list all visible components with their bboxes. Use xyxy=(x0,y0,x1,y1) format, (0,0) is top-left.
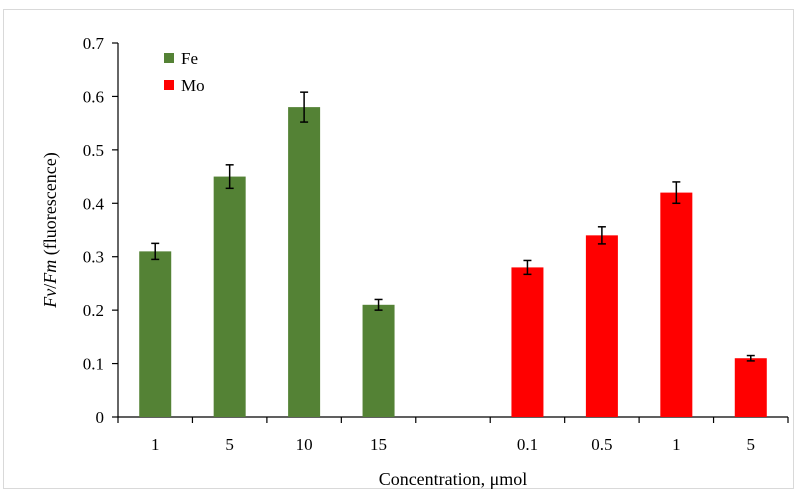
bar-mo-5 xyxy=(734,358,767,417)
y-axis-title-part: (fluorescence) xyxy=(40,152,61,259)
y-tick-label: 0.4 xyxy=(83,194,105,213)
legend-swatch-mo xyxy=(164,80,174,90)
y-tick-label: 0.3 xyxy=(83,248,104,267)
y-axis-title-part: / xyxy=(40,284,60,289)
error-bar xyxy=(523,259,532,276)
y-axis-title-part: Fm xyxy=(40,260,60,285)
y-tick-label: 0.1 xyxy=(83,355,104,374)
error-bars xyxy=(151,91,755,362)
y-tick-label: 0.6 xyxy=(83,87,104,106)
x-ticks: 1 5 10 15 0.1 0.5 1 5 xyxy=(117,417,789,454)
y-tick-label: 0.5 xyxy=(83,141,104,160)
x-tick-label: 10 xyxy=(296,435,313,454)
bar-fe-10 xyxy=(288,107,321,417)
y-tick-label: 0 xyxy=(96,408,105,427)
y-axis-title-part: Fv xyxy=(40,289,60,309)
error-bar xyxy=(597,226,606,245)
x-axis-title: Concentration, μmol xyxy=(379,469,528,489)
x-tick-label: 0.5 xyxy=(591,435,612,454)
legend-label-fe: Fe xyxy=(181,49,198,68)
error-bar xyxy=(300,91,309,123)
error-bar xyxy=(225,164,234,190)
bars xyxy=(139,107,767,417)
error-bar xyxy=(374,298,383,311)
bar-mo-1 xyxy=(660,192,693,417)
y-axis-title: Fv/Fm (fluorescence) xyxy=(40,152,61,308)
x-tick-label: 0.1 xyxy=(517,435,538,454)
x-tick-label: 1 xyxy=(672,435,681,454)
y-tick-label: 0.2 xyxy=(83,301,104,320)
bar-fe-1 xyxy=(139,251,172,417)
x-tick-label: 5 xyxy=(225,435,234,454)
legend-label-mo: Mo xyxy=(181,76,205,95)
error-bar xyxy=(151,242,160,261)
bar-mo-0.1 xyxy=(511,267,544,417)
x-tick-label: 15 xyxy=(370,435,387,454)
y-ticks: 0 0.1 0.2 0.3 0.4 0.5 0.6 0.7 xyxy=(83,34,118,427)
legend: Fe Mo xyxy=(164,49,205,95)
y-tick-label: 0.7 xyxy=(83,34,105,53)
bar-fe-15 xyxy=(362,304,395,417)
bar-fe-5 xyxy=(213,176,246,417)
x-tick-label: 1 xyxy=(151,435,160,454)
bar-mo-0.5 xyxy=(585,235,618,417)
legend-swatch-fe xyxy=(164,53,174,63)
x-tick-label: 5 xyxy=(747,435,756,454)
error-bar xyxy=(672,181,681,205)
error-bar xyxy=(746,354,755,362)
